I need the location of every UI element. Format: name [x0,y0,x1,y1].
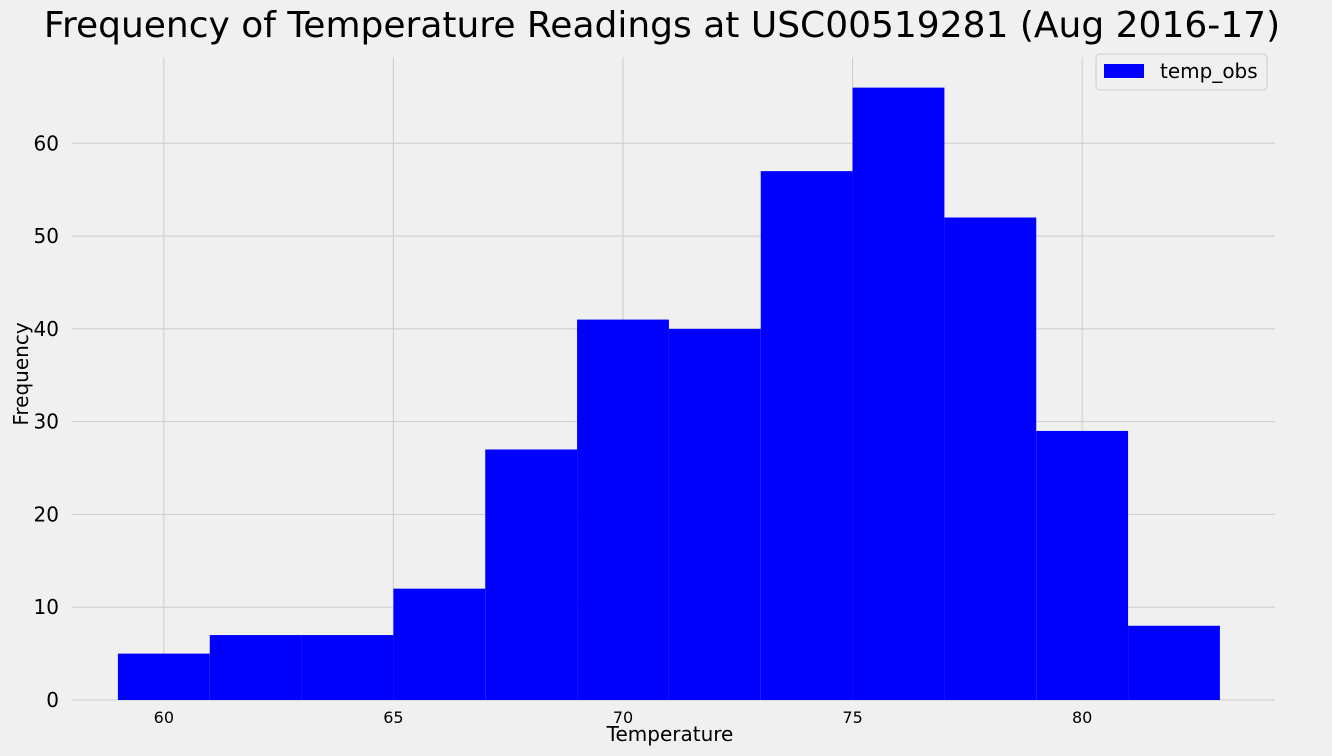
y-tick-label: 20 [34,502,59,526]
legend-box [1095,53,1268,91]
x-tick-label: 75 [842,708,862,727]
legend: temp_obs [1095,53,1268,91]
chart-title: Frequency of Temperature Readings at USC… [44,5,1280,46]
legend-label: temp_obs [1160,59,1258,83]
y-tick-label: 40 [34,317,59,341]
histogram-bar [944,217,1037,700]
histogram-bar [852,87,945,701]
histogram-bar [485,449,578,700]
y-axis-ticks: 0 10 20 30 40 50 60 [34,131,59,712]
x-axis-ticks: 60 65 70 75 80 [154,708,1093,727]
histogram-bar [301,635,394,700]
y-tick-label: 60 [34,131,59,155]
y-tick-label: 10 [34,595,59,619]
y-tick-label: 30 [34,410,59,434]
histogram-bar [117,653,210,700]
histogram-bar [577,319,669,700]
x-tick-label: 70 [613,708,633,727]
histogram-bar [668,328,761,700]
histogram-bar [1036,430,1129,700]
legend-swatch [1104,64,1144,78]
x-tick-label: 65 [383,708,403,727]
x-tick-label: 60 [154,708,174,727]
y-tick-label: 0 [46,688,59,712]
histogram-bar [1128,625,1220,700]
y-tick-label: 50 [34,224,59,248]
y-axis-label: Frequency [9,322,33,425]
histogram-bar [393,588,486,700]
histogram-bar [760,171,853,700]
x-axis-label: Temperature [606,722,734,746]
histogram-bars [117,87,1220,701]
histogram-bar [209,635,302,700]
x-tick-label: 80 [1072,708,1092,727]
